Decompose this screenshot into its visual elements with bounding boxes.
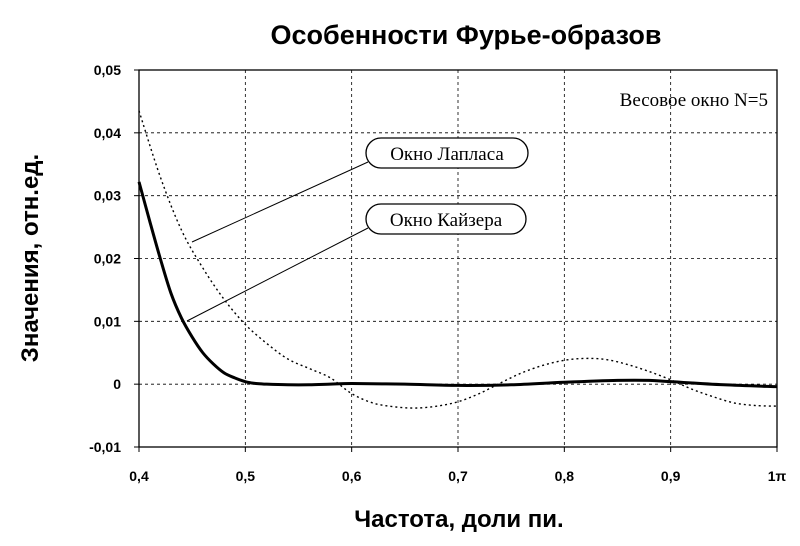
plot-area — [137, 69, 778, 448]
y-axis-ticks: -0,01 0 0,01 0,02 0,03 0,04 0,05 — [89, 62, 139, 455]
y-tick-label: -0,01 — [89, 439, 121, 455]
kaiser-callout-label: Окно Кайзера — [390, 210, 503, 231]
series-group — [137, 110, 778, 409]
chart-title: Особенности Фурье-образов — [271, 20, 662, 50]
callouts: Окно Лапласа Окно Кайзера — [186, 137, 529, 322]
x-tick-label: 1π — [768, 468, 787, 484]
x-tick-label: 0,6 — [342, 468, 362, 484]
x-tick-label: 0,4 — [129, 468, 149, 484]
y-tick-label: 0,01 — [94, 313, 121, 329]
y-tick-label: 0,02 — [94, 251, 121, 267]
x-tick-label: 0,7 — [448, 468, 468, 484]
series-line-kaiser — [137, 181, 778, 389]
y-tick-label: 0,04 — [94, 125, 121, 141]
x-tick-label: 0,5 — [236, 468, 256, 484]
series-line-laplace — [138, 110, 778, 409]
window-annotation: Весовое окно N=5 — [620, 90, 768, 111]
y-tick-label: 0,05 — [94, 62, 121, 78]
y-tick-label: 0,03 — [94, 188, 121, 204]
y-tick-label: 0 — [113, 376, 121, 392]
x-axis-title: Частота, доли пи. — [354, 506, 563, 533]
x-tick-label: 0,8 — [555, 468, 575, 484]
kaiser-callout-box — [365, 203, 527, 235]
laplace-callout-box — [365, 137, 529, 169]
y-axis-title: Значения, отн.ед. — [17, 154, 44, 362]
kaiser-leader-line — [186, 227, 369, 322]
x-tick-label: 0,9 — [661, 468, 681, 484]
laplace-callout-label: Окно Лапласа — [390, 144, 504, 165]
x-axis-ticks: 0,4 0,5 0,6 0,7 0,8 0,9 1π — [129, 447, 787, 484]
laplace-leader-line — [191, 161, 369, 243]
